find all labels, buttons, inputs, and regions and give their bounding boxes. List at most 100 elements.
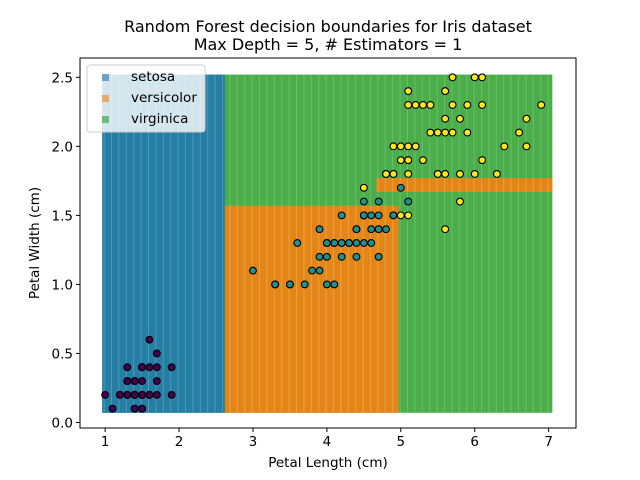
point-setosa [145, 335, 154, 344]
point-versicolor [352, 252, 361, 261]
point-versicolor [308, 266, 317, 275]
point-versicolor [345, 239, 354, 247]
point-virginica [404, 142, 413, 151]
point-setosa [138, 377, 147, 386]
point-setosa [145, 363, 154, 372]
point-versicolor [367, 225, 376, 234]
point-virginica [396, 156, 405, 165]
point-versicolor [285, 280, 294, 289]
point-virginica [441, 114, 450, 123]
point-versicolor [337, 239, 346, 247]
legend: setosa versicolor virginica [86, 64, 206, 133]
point-setosa [123, 377, 132, 386]
point-setosa [108, 404, 117, 413]
point-setosa [138, 404, 147, 413]
point-setosa [167, 363, 176, 372]
point-setosa [145, 390, 154, 399]
y-axis-ticks: 0.0 0.5 1.0 1.5 2.0 2.5 [52, 70, 80, 431]
legend-label-virginica: virginica [131, 111, 188, 127]
point-virginica [411, 142, 420, 151]
point-versicolor [352, 225, 361, 234]
point-virginica [441, 225, 450, 234]
point-versicolor [359, 197, 368, 206]
point-setosa [123, 390, 132, 399]
point-versicolor [337, 252, 346, 261]
point-versicolor [382, 225, 390, 234]
point-setosa [152, 349, 161, 358]
point-virginica [448, 73, 457, 82]
x-axis-label: Petal Length (cm) [268, 455, 388, 471]
legend-patch-versicolor [102, 95, 109, 102]
region-texture [376, 178, 553, 192]
point-virginica [470, 170, 479, 178]
point-versicolor [374, 197, 383, 206]
point-versicolor [315, 225, 324, 234]
y-tick-label: 2.5 [52, 70, 73, 86]
x-tick-label: 7 [544, 434, 553, 450]
point-versicolor [300, 280, 309, 289]
y-tick-label: 0.5 [52, 346, 73, 362]
point-setosa [152, 363, 161, 372]
y-tick-label: 1.0 [52, 277, 73, 293]
chart-subtitle: Max Depth = 5, # Estimators = 1 [194, 35, 463, 54]
region-texture [224, 205, 399, 413]
point-setosa [123, 363, 132, 372]
point-versicolor [322, 239, 331, 247]
point-versicolor [389, 211, 398, 220]
point-setosa [152, 377, 161, 386]
point-virginica [537, 100, 546, 109]
point-versicolor [374, 211, 383, 220]
point-setosa [130, 404, 139, 413]
point-virginica [426, 128, 435, 137]
point-virginica [411, 100, 420, 109]
point-versicolor [271, 280, 280, 289]
y-tick-label: 0.0 [52, 415, 73, 431]
point-versicolor [337, 211, 346, 220]
point-virginica [433, 170, 442, 178]
point-virginica [389, 170, 398, 178]
point-virginica [455, 170, 464, 178]
point-virginica [404, 87, 413, 96]
point-setosa [101, 390, 110, 399]
axes-frame [79, 57, 577, 429]
point-versicolor [330, 280, 339, 289]
point-setosa [130, 390, 139, 399]
x-tick-label: 1 [101, 434, 110, 450]
point-virginica [404, 170, 413, 178]
x-tick-label: 4 [323, 434, 332, 450]
point-versicolor [396, 183, 405, 192]
point-virginica [419, 156, 427, 165]
point-virginica [404, 100, 413, 109]
point-virginica [426, 100, 435, 109]
point-virginica [441, 170, 450, 178]
point-setosa [138, 390, 147, 399]
point-versicolor [367, 239, 376, 247]
point-virginica [433, 128, 442, 137]
point-virginica [522, 114, 531, 123]
point-versicolor [315, 252, 324, 261]
x-tick-label: 3 [249, 434, 258, 450]
y-tick-label: 1.5 [52, 208, 73, 224]
point-virginica [396, 211, 405, 220]
point-versicolor [404, 197, 413, 206]
point-virginica [382, 170, 390, 178]
point-virginica [441, 128, 450, 137]
point-setosa [152, 390, 161, 399]
point-virginica [500, 142, 509, 151]
point-versicolor [352, 239, 361, 247]
legend-patch-virginica [102, 116, 109, 123]
point-virginica [404, 211, 413, 220]
point-setosa [115, 390, 124, 399]
data-points [101, 73, 546, 413]
legend-label-versicolor: versicolor [131, 90, 197, 106]
point-virginica [463, 128, 472, 137]
legend-patch-setosa [102, 74, 109, 81]
y-axis-label: Petal Width (cm) [27, 187, 43, 299]
point-virginica [419, 100, 427, 109]
point-virginica [448, 128, 457, 137]
point-versicolor [359, 211, 368, 220]
point-versicolor [367, 211, 376, 220]
point-versicolor [249, 266, 257, 275]
x-tick-label: 5 [397, 434, 406, 450]
